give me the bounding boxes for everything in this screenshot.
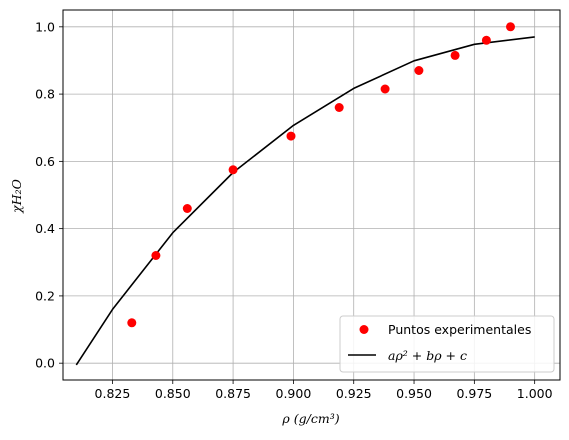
x-tick-label: 0.900	[276, 386, 312, 401]
fit-curve	[75, 36, 535, 366]
data-point	[334, 103, 344, 112]
data-point	[151, 251, 161, 260]
legend-label-line: aρ² + bρ + c	[388, 348, 467, 363]
x-axis-label: ρ (g/cm³)	[281, 411, 339, 426]
legend-label-points: Puntos experimentales	[388, 322, 531, 337]
y-tick-label: 0.0	[35, 356, 55, 371]
x-tick-label: 0.925	[336, 386, 372, 401]
data-point	[450, 50, 460, 60]
x-tick-label: 0.975	[456, 386, 492, 401]
x-ticks: 0.825 0.850 0.875 0.900 0.925 0.950 0.975 1.000	[95, 380, 553, 401]
y-tick-label: 0.4	[35, 221, 55, 236]
data-point	[182, 204, 192, 213]
data-point	[286, 131, 296, 141]
data-point	[506, 22, 515, 32]
data-point	[481, 35, 491, 45]
y-tick-label: 0.8	[35, 87, 55, 102]
data-point	[414, 66, 424, 75]
legend-box	[339, 315, 555, 373]
y-ticks: 0.0 0.2 0.4 0.6 0.8 1.0	[35, 19, 63, 371]
y-axis-label: χH₂O	[9, 179, 24, 214]
x-tick-label: 0.950	[396, 386, 432, 401]
legend-marker-points	[359, 325, 369, 334]
data-point	[380, 84, 390, 94]
y-axis-label-text: χH₂O	[9, 179, 24, 214]
y-tick-label: 1.0	[35, 19, 55, 34]
plot-frame	[62, 9, 561, 381]
x-tick-label: 0.825	[95, 386, 131, 401]
series-layer	[75, 22, 535, 366]
y-tick-label: 0.2	[35, 288, 55, 303]
x-tick-label: 0.875	[215, 386, 251, 401]
x-tick-label: 0.850	[155, 386, 191, 401]
x-axis-label-text: ρ (g/cm³)	[281, 411, 339, 426]
y-tick-label: 0.6	[35, 154, 55, 169]
legend: Puntos experimentales aρ² + bρ + c	[339, 315, 555, 373]
x-tick-label: 1.000	[517, 386, 553, 401]
data-point	[228, 165, 238, 175]
data-point	[127, 318, 137, 328]
grid	[63, 10, 560, 380]
